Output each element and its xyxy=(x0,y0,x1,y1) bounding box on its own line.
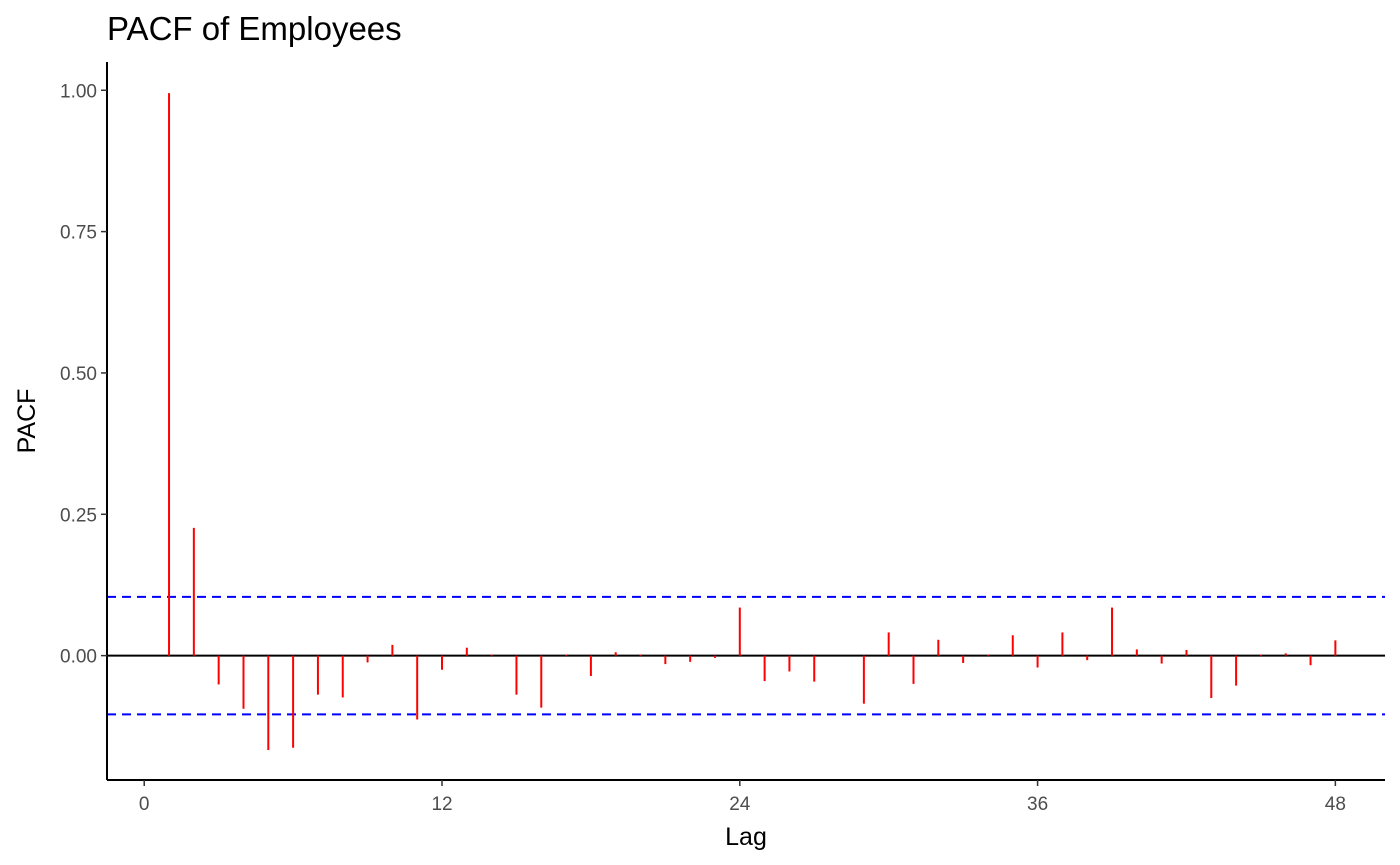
x-tick-label: 48 xyxy=(1325,794,1346,815)
y-tick-label: 1.00 xyxy=(60,81,97,102)
x-tick-label: 24 xyxy=(729,794,751,815)
x-tick-label: 0 xyxy=(139,794,150,815)
y-axis-title: PACF xyxy=(13,389,41,454)
x-axis-title: Lag xyxy=(725,823,767,851)
y-tick-label: 0.50 xyxy=(60,364,97,385)
y-tick-label: 0.00 xyxy=(60,647,97,668)
x-tick-label: 36 xyxy=(1027,794,1048,815)
chart-title: PACF of Employees xyxy=(107,10,402,47)
y-tick-label: 0.75 xyxy=(60,223,97,244)
y-tick-label: 0.25 xyxy=(60,505,97,526)
y-axis: 0.00 0.25 0.50 0.75 1.00 xyxy=(60,62,108,780)
x-tick-label: 12 xyxy=(431,794,452,815)
plot-area xyxy=(107,93,1385,751)
x-axis: 0 12 24 36 48 xyxy=(107,779,1385,815)
